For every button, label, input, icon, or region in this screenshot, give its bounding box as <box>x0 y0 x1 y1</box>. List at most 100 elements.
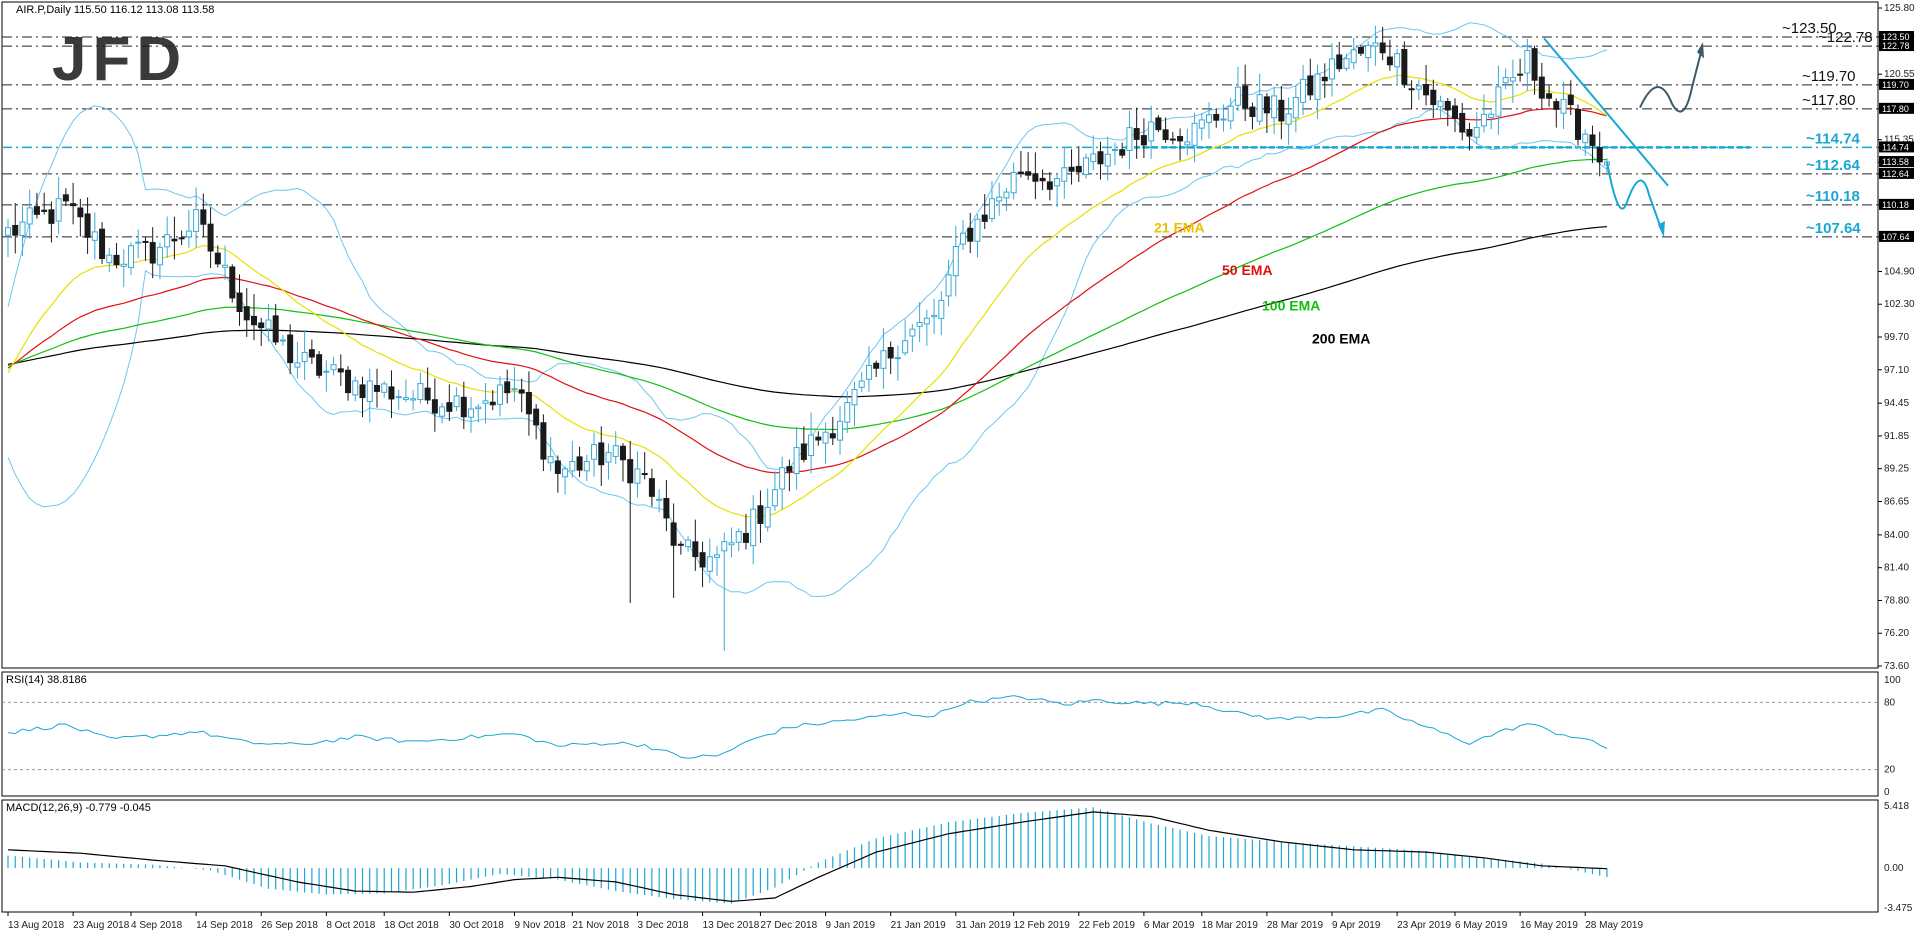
price-tag-text: 122.78 <box>1882 41 1910 51</box>
candle-bullish <box>822 431 829 444</box>
candle-bearish <box>1133 128 1140 140</box>
date-tick-label: 3 Dec 2018 <box>637 920 689 931</box>
rsi-panel <box>1 671 1879 797</box>
candle-bearish <box>757 505 764 524</box>
price-tag-text: 110.18 <box>1882 200 1909 210</box>
price-tick-label: 125.80 <box>1884 3 1915 14</box>
candle-bearish <box>1386 56 1393 66</box>
price-tag-text: 114.74 <box>1882 142 1909 152</box>
price-tag <box>1879 78 1914 90</box>
price-tick-label: 120.55 <box>1884 69 1915 80</box>
macd-label: MACD(12,26,9) -0.779 -0.045 <box>6 802 151 814</box>
candle-bullish <box>902 340 909 354</box>
candle-bearish <box>670 522 677 546</box>
candle-bullish <box>1300 78 1307 103</box>
price-tag-text: 113.58 <box>1882 157 1909 167</box>
candle-bearish <box>677 543 684 546</box>
candle-bearish <box>142 240 149 243</box>
price-tick-label: 81.40 <box>1884 563 1909 574</box>
candle-bullish <box>106 254 113 264</box>
candle-bullish <box>1488 113 1495 119</box>
candle-bullish <box>1372 42 1379 47</box>
date-tick-label: 21 Jan 2019 <box>891 920 946 931</box>
candle-bearish <box>77 207 84 218</box>
candle-bearish <box>1039 177 1046 182</box>
candle-bullish <box>808 434 815 456</box>
candle-bullish <box>1495 86 1502 117</box>
candle-bullish <box>858 380 865 388</box>
candle-bullish <box>750 508 757 547</box>
candle-bearish <box>1444 100 1451 111</box>
candle-bearish <box>504 381 511 394</box>
candle-bearish <box>1155 117 1162 131</box>
price-tick-label: 99.70 <box>1884 332 1909 343</box>
candle-bullish <box>952 246 959 277</box>
candle-bullish <box>330 364 337 371</box>
candle-bearish <box>62 194 69 202</box>
candle-bearish <box>272 315 279 343</box>
candle-bullish <box>844 402 851 423</box>
candle-bullish <box>880 350 887 369</box>
date-tick-label: 26 Sep 2018 <box>261 920 318 931</box>
candle-bullish <box>222 264 229 268</box>
candle-bullish <box>1582 133 1589 144</box>
candle-bullish <box>120 263 127 267</box>
candle-bearish <box>1546 93 1553 99</box>
price-tick-label: 104.90 <box>1884 266 1915 277</box>
candle-bullish <box>931 314 938 318</box>
level-label: ~123.50 <box>1782 20 1837 37</box>
candle-bullish <box>511 388 518 391</box>
rsi-tick-label: 80 <box>1884 697 1896 708</box>
candle-bearish <box>33 206 40 215</box>
price-tag-text: 112.64 <box>1882 169 1909 179</box>
candle-bearish <box>250 315 257 326</box>
candle-bullish <box>547 456 554 464</box>
price-tick-label: 94.45 <box>1884 398 1909 409</box>
price-tag-text: 117.80 <box>1882 104 1909 114</box>
candle-bullish <box>1502 77 1509 84</box>
candle-bearish <box>1596 147 1603 163</box>
candle-bullish <box>1509 77 1516 82</box>
candle-bearish <box>1140 135 1147 146</box>
candle-bearish <box>1075 165 1082 173</box>
price-tag <box>1879 102 1914 114</box>
candle-bullish <box>468 408 475 418</box>
candle-bullish <box>1198 119 1205 129</box>
candle-bearish <box>540 422 547 460</box>
candle-bullish <box>1090 153 1097 163</box>
candle-bearish <box>1466 128 1473 137</box>
candle-bullish <box>323 370 330 373</box>
candle-bearish <box>1336 54 1343 70</box>
candle-bearish <box>829 433 836 439</box>
date-tick-label: 23 Aug 2018 <box>73 920 130 931</box>
candle-bullish <box>960 232 967 245</box>
candle-bearish <box>1068 166 1075 172</box>
price-tick-label: 86.65 <box>1884 497 1909 508</box>
price-tick-label: 102.30 <box>1884 299 1915 310</box>
price-tick-label: 91.85 <box>1884 431 1909 442</box>
candle-bullish <box>135 241 142 244</box>
candle-bullish <box>91 231 98 241</box>
candle-bullish <box>988 198 995 220</box>
candle-bullish <box>279 339 286 342</box>
candle-bullish <box>1104 153 1111 167</box>
candle-bullish <box>26 207 33 225</box>
candle-bullish <box>395 396 402 399</box>
candle-bearish <box>373 385 380 392</box>
candle-bearish <box>229 266 236 299</box>
candle-bullish <box>1365 44 1372 59</box>
date-tick-label: 8 Oct 2018 <box>326 920 375 931</box>
candle-bullish <box>410 398 417 401</box>
candle-bearish <box>742 532 749 543</box>
rsi-line <box>7 695 1608 759</box>
candle-bearish <box>1169 138 1176 141</box>
candle-bullish <box>185 230 192 238</box>
candle-bearish <box>1517 73 1524 76</box>
candle-bullish <box>1054 178 1061 187</box>
candle-bearish <box>431 399 438 414</box>
price-tick-label: 78.80 <box>1884 595 1909 606</box>
candle-bullish <box>1083 157 1090 176</box>
candle-bullish <box>605 451 612 463</box>
candle-bullish <box>294 362 301 368</box>
